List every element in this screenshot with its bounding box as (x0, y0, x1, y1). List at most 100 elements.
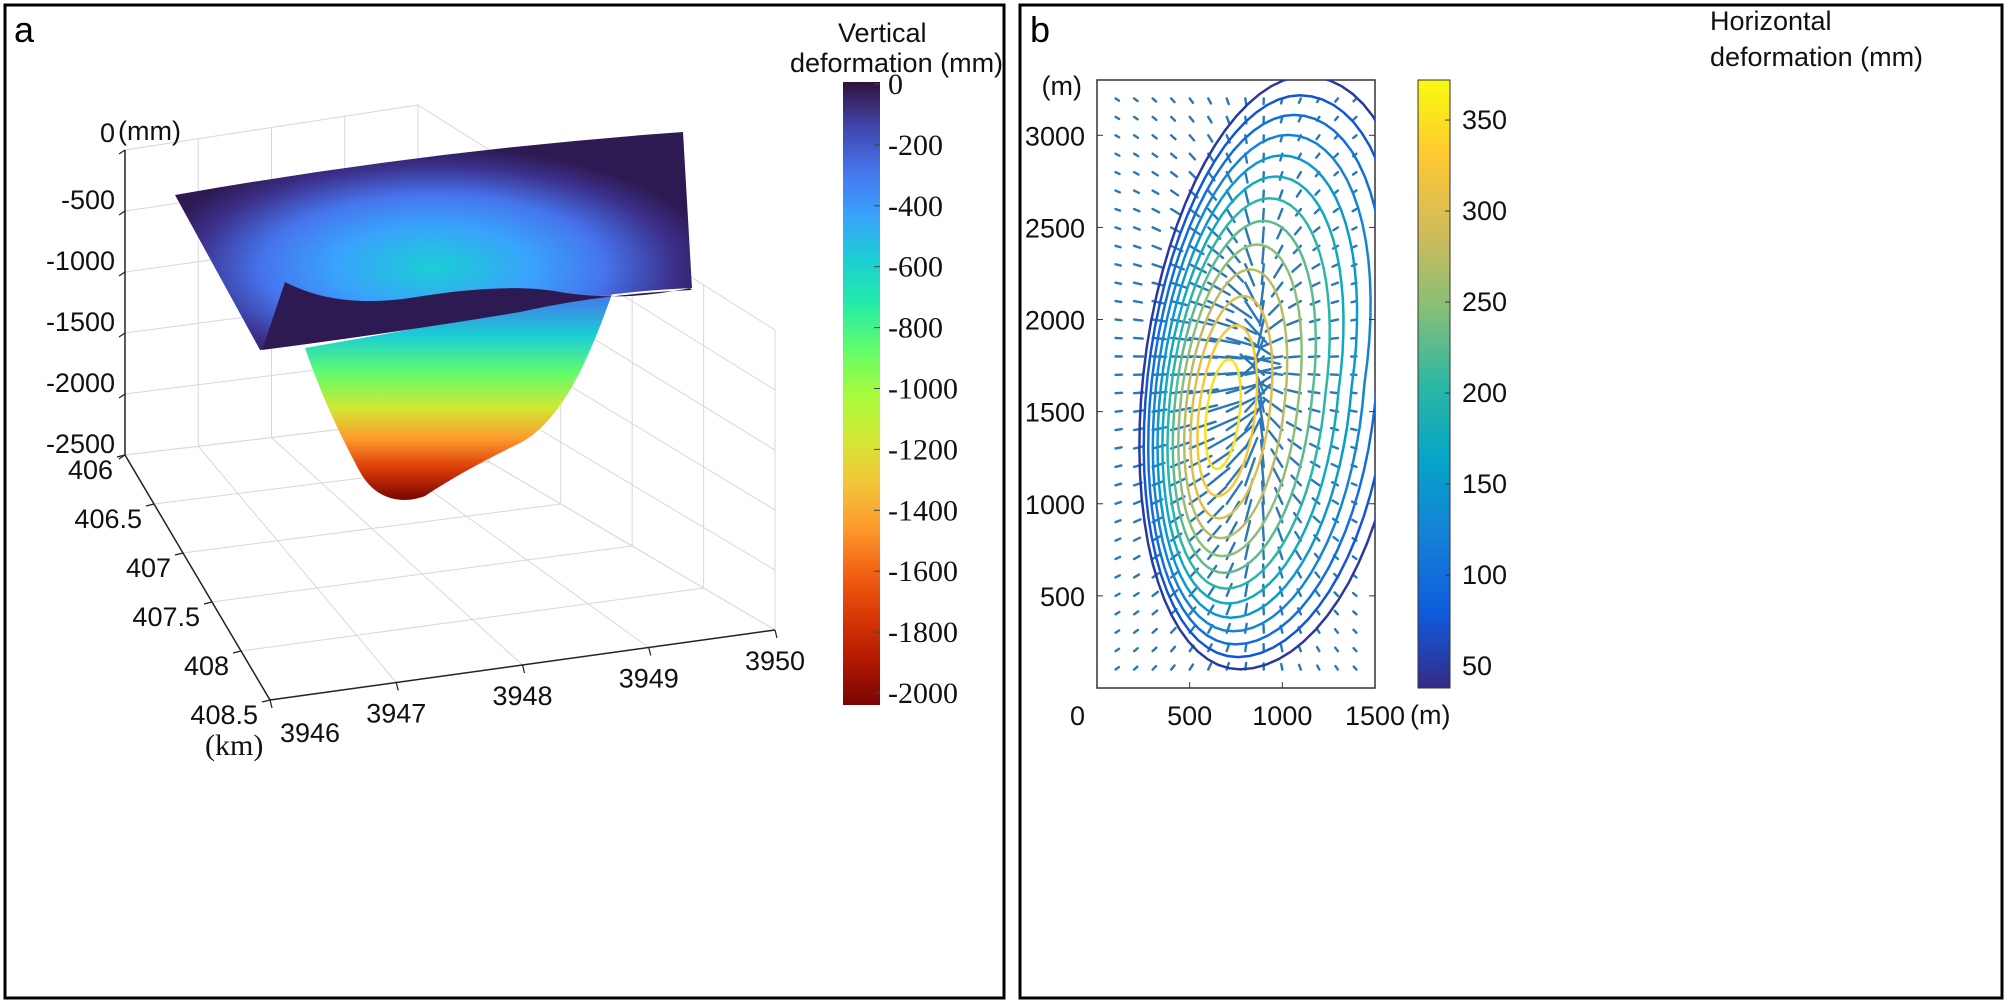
contour-line-150 (1156, 154, 1359, 619)
x-tick-label: 3950 (745, 646, 805, 676)
quiver-arrow (1244, 519, 1252, 542)
x-tick (521, 664, 526, 674)
quiver-arrow (1297, 663, 1303, 671)
quiver-arrow (1333, 115, 1340, 122)
quiver-arrow (1296, 170, 1303, 179)
quiver-arrow (1188, 336, 1217, 343)
quiver-arrow (1333, 170, 1340, 177)
quiver-arrow (1225, 299, 1253, 320)
quiver-arrow (1188, 152, 1197, 161)
z-tick-label: -2000 (46, 368, 115, 398)
colorbar-a-ticks: 0 -200 -400 -600 -800 -1000 -1200 -1400 -1600 -18… (874, 68, 958, 710)
quiver-arrow (1114, 244, 1122, 249)
colorbar-a-tick-label: -2000 (888, 677, 958, 710)
quiver-arrow (1289, 281, 1303, 292)
quiver-arrow (1206, 466, 1231, 487)
quiver-arrow (1330, 318, 1340, 323)
quiver-arrow (1334, 97, 1340, 103)
quiver-arrow (1351, 170, 1358, 176)
quiver-arrow (1257, 370, 1284, 376)
quiver-arrow (1279, 643, 1284, 653)
quiver-arrow (1309, 299, 1321, 306)
quiver-arrow (1206, 115, 1213, 124)
floor-grid-line (197, 445, 397, 683)
x-tick-label: 1500 (1345, 701, 1405, 731)
x-tick (648, 647, 652, 656)
y-tick (261, 699, 271, 703)
contour-line-175 (1161, 175, 1345, 605)
quiver-arrow (1293, 226, 1303, 236)
quiver-arrow (1277, 207, 1284, 220)
quiver-arrow (1132, 97, 1139, 103)
contour-line-325 (1196, 324, 1259, 498)
quiver-arrow (1132, 518, 1142, 524)
quiver-arrow (1352, 134, 1358, 140)
quiver-arrow (1314, 189, 1321, 196)
colorbar-a-tick-label: -1600 (888, 555, 958, 588)
quiver-arrow (1225, 582, 1233, 598)
x-axis-unit: (m) (1410, 700, 1450, 730)
x-tick (774, 629, 778, 639)
colorbar-b-tick-label: 100 (1462, 560, 1507, 590)
quiver-arrow (1114, 555, 1122, 561)
quiver-arrow (1352, 665, 1358, 671)
quiver-arrow (1206, 400, 1243, 413)
quiver-arrow (1270, 281, 1284, 298)
quiver-arrow (1114, 537, 1122, 542)
quiver-arrow (1114, 464, 1123, 469)
quiver-arrow (1350, 318, 1358, 322)
quiver-arrow (1114, 647, 1121, 653)
quiver-arrow (1261, 501, 1266, 524)
quiver-arrow (1225, 244, 1241, 264)
quiver-arrow (1333, 628, 1340, 634)
colorbar-b-title-line1: Horizontal (1710, 6, 1832, 36)
quiver-arrow (1350, 482, 1358, 487)
quiver-arrow (1169, 281, 1187, 289)
quiver-arrow (1315, 664, 1321, 671)
quiver-arrow (1188, 115, 1195, 123)
y-axis-unit: (m) (1042, 71, 1082, 101)
quiver-arrow (1291, 263, 1303, 273)
quiver-arrow (1169, 97, 1176, 104)
quiver-arrow (1332, 226, 1340, 232)
quiver-arrow (1331, 499, 1340, 505)
quiver-arrow (1132, 207, 1141, 213)
quiver-arrow (1188, 420, 1217, 432)
colorbar-b-tick-label: 250 (1462, 287, 1507, 317)
quiver-arrow (1114, 427, 1123, 432)
quiver-arrow (1151, 244, 1163, 251)
quiver-arrow (1330, 462, 1340, 469)
colorbar-b (1417, 79, 1451, 689)
panel-b-label: b (1030, 9, 1050, 50)
quiver-arrow (1260, 459, 1266, 487)
quiver-arrow (1276, 526, 1284, 542)
quiver-arrow (1132, 554, 1141, 561)
x-tick (269, 699, 273, 709)
quiver-arrow (1114, 263, 1122, 267)
quiver-arrow (1188, 663, 1195, 671)
quiver-arrow (1132, 170, 1140, 176)
y-tick-label: 500 (1040, 582, 1085, 612)
quiver-arrow (1188, 281, 1210, 292)
quiver-arrow (1297, 644, 1303, 653)
quiver-arrow (1349, 409, 1358, 413)
quiver-arrow (1279, 662, 1284, 671)
quiver-arrow (1332, 189, 1340, 195)
quiver-arrow (1225, 189, 1235, 204)
y-tick-label: 406 (68, 455, 113, 485)
colorbar-a-tick-label: -200 (888, 129, 943, 162)
y-tick (203, 601, 213, 605)
x-tick-label: 3946 (280, 718, 340, 748)
quiver-arrow (1206, 544, 1220, 561)
panel-a-axes: 0 -500 -1000 -1500 -2000 -2500 (mm) 406 406.5 407… (46, 116, 805, 762)
quiver-arrow (1329, 391, 1340, 395)
quiver-arrow (1261, 226, 1266, 244)
x-tick-label: 3947 (366, 699, 426, 729)
quiver-arrow (1114, 446, 1123, 450)
y-tick-label: 1500 (1025, 398, 1085, 428)
quiver-arrow (1206, 584, 1216, 598)
quiver-arrow (1188, 437, 1215, 450)
quiver-arrow (1132, 591, 1140, 598)
quiver-arrow (1114, 97, 1121, 102)
plot-b-area (1096, 79, 1376, 689)
